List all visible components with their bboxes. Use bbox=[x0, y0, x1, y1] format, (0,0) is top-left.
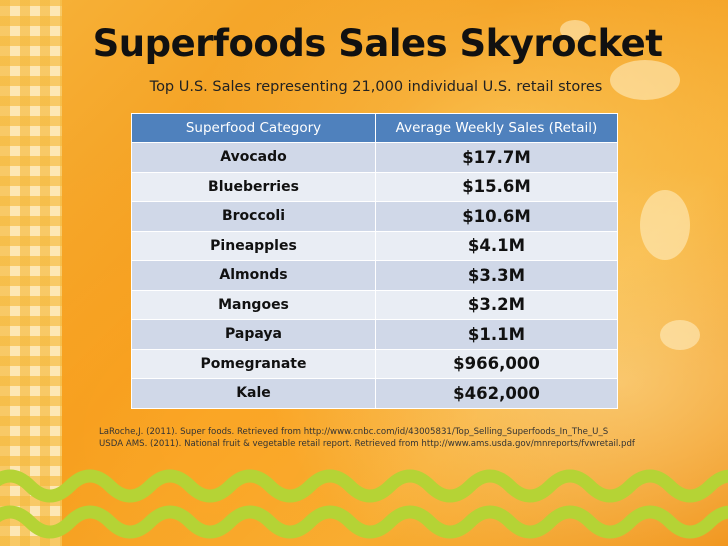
category-cell: Blueberries bbox=[131, 171, 376, 202]
references: LaRoche,J. (2011). Super foods. Retrieve… bbox=[99, 426, 719, 450]
category-cell: Papaya bbox=[131, 319, 376, 350]
juice-splash bbox=[660, 320, 700, 350]
ricrac-trim bbox=[0, 469, 728, 539]
table-row: Avocado $17.7M bbox=[131, 142, 618, 173]
table-row: Blueberries $15.6M bbox=[131, 171, 618, 202]
sales-cell: $4.1M bbox=[375, 230, 618, 261]
gingham-border bbox=[0, 0, 62, 546]
column-header-sales: Average Weekly Sales (Retail) bbox=[375, 113, 618, 143]
juice-splash bbox=[560, 20, 590, 40]
category-cell: Kale bbox=[131, 378, 376, 409]
category-cell: Avocado bbox=[131, 142, 376, 173]
sales-cell: $10.6M bbox=[375, 201, 618, 232]
juice-splash bbox=[640, 190, 690, 260]
table-row: Broccoli $10.6M bbox=[131, 201, 618, 232]
column-header-category: Superfood Category bbox=[131, 113, 376, 143]
table-row: Papaya $1.1M bbox=[131, 319, 618, 350]
sales-cell: $3.2M bbox=[375, 289, 618, 320]
table-row: Pineapples $4.1M bbox=[131, 230, 618, 261]
category-cell: Mangoes bbox=[131, 289, 376, 320]
table-row: Mangoes $3.2M bbox=[131, 289, 618, 320]
ricrac-top-stripe bbox=[0, 469, 728, 503]
juice-splash bbox=[610, 60, 680, 100]
category-cell: Broccoli bbox=[131, 201, 376, 232]
category-cell: Pineapples bbox=[131, 230, 376, 261]
sales-cell: $966,000 bbox=[375, 348, 618, 379]
table-row: Almonds $3.3M bbox=[131, 260, 618, 291]
sales-cell: $1.1M bbox=[375, 319, 618, 350]
slide-subtitle: Top U.S. Sales representing 21,000 indiv… bbox=[149, 79, 603, 95]
sales-table: Superfood Category Average Weekly Sales … bbox=[131, 113, 618, 409]
sales-cell: $17.7M bbox=[375, 142, 618, 173]
sales-cell: $3.3M bbox=[375, 260, 618, 291]
category-cell: Almonds bbox=[131, 260, 376, 291]
sales-cell: $15.6M bbox=[375, 171, 618, 202]
reference-line: USDA AMS. (2011). National fruit & veget… bbox=[99, 439, 635, 449]
slide-title: Superfoods Sales Skyrocket bbox=[92, 22, 663, 65]
sales-cell: $462,000 bbox=[375, 378, 618, 409]
table-row: Kale $462,000 bbox=[131, 378, 618, 409]
table-header-row: Superfood Category Average Weekly Sales … bbox=[131, 113, 618, 143]
table-row: Pomegranate $966,000 bbox=[131, 348, 618, 379]
ricrac-bottom-stripe bbox=[0, 505, 728, 539]
category-cell: Pomegranate bbox=[131, 348, 376, 379]
reference-line: LaRoche,J. (2011). Super foods. Retrieve… bbox=[99, 427, 609, 437]
